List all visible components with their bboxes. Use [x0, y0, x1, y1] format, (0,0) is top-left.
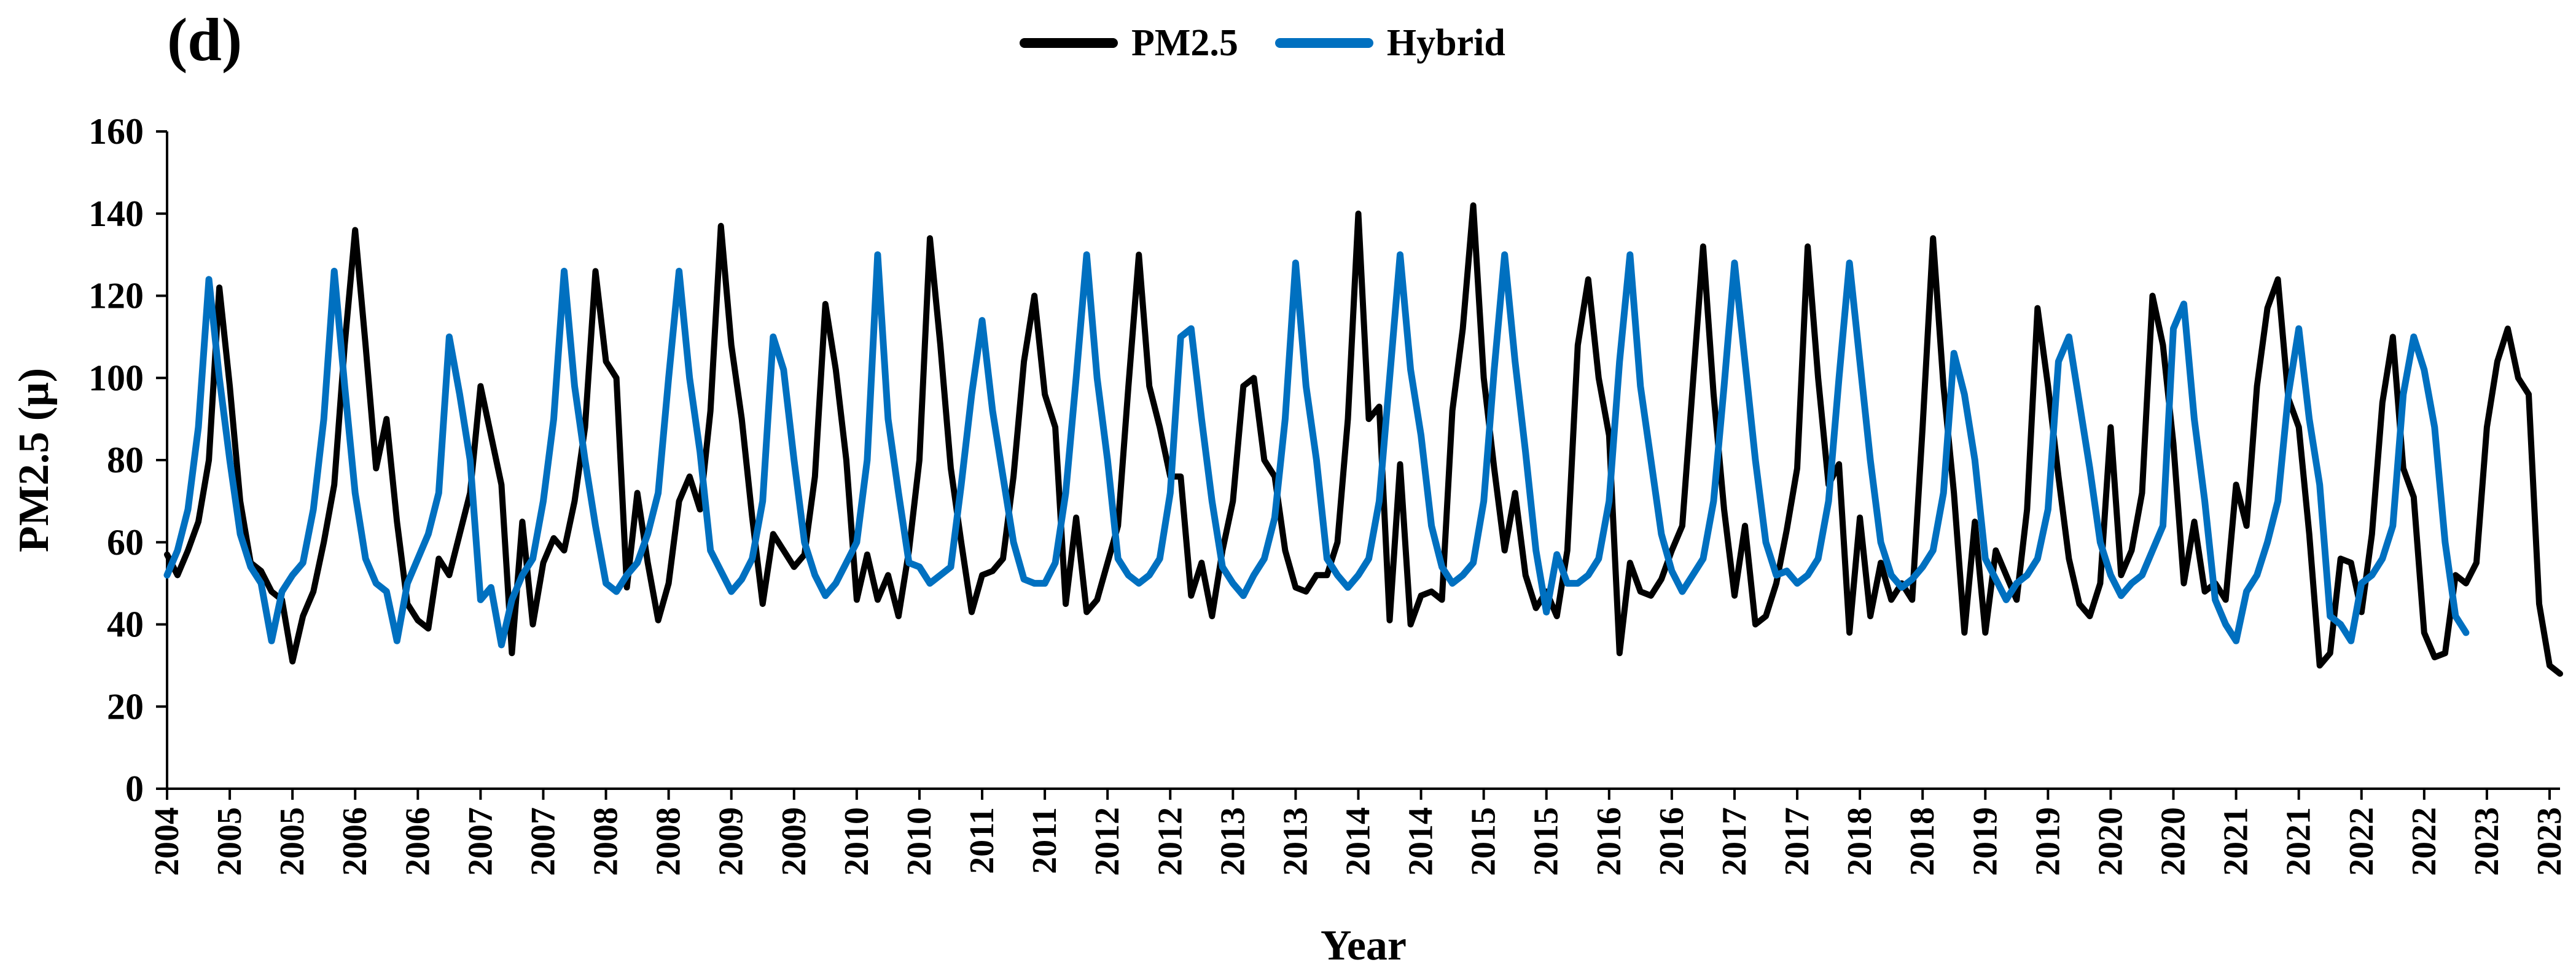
- y-tick-label: 60: [107, 522, 144, 563]
- x-tick-label: 2009: [712, 807, 751, 876]
- x-tick-label: 2020: [2091, 807, 2129, 876]
- y-tick-label: 120: [88, 276, 144, 316]
- y-tick-label: 160: [88, 111, 144, 152]
- legend: PM2.5 Hybrid: [1020, 12, 1505, 74]
- x-tick-label: 2011: [1026, 807, 1064, 874]
- x-tick-label: 2015: [1528, 807, 1566, 876]
- x-tick-label: 2017: [1715, 807, 1754, 876]
- x-tick-label: 2009: [775, 807, 813, 876]
- x-tick-label: 2011: [963, 807, 1001, 874]
- x-tick-label: 2013: [1214, 807, 1252, 876]
- y-tick-label: 140: [88, 193, 144, 234]
- x-axis-title: Year: [1321, 922, 1407, 969]
- y-tick-label: 20: [107, 686, 144, 727]
- x-tick-label: 2006: [399, 807, 437, 876]
- x-tick-label: 2005: [211, 807, 249, 876]
- legend-item-pm25: PM2.5: [1020, 21, 1238, 65]
- x-tick-label: 2015: [1465, 807, 1503, 876]
- y-tick-label: 40: [107, 604, 144, 645]
- x-tick-label: 2004: [148, 807, 186, 876]
- x-tick-label: 2016: [1653, 807, 1691, 876]
- x-tick-label: 2006: [336, 807, 374, 876]
- x-tick-label: 2008: [650, 807, 688, 876]
- legend-swatch-hybrid: [1274, 38, 1373, 48]
- series-layer: [163, 202, 2563, 677]
- x-tick-label: 2020: [2155, 807, 2193, 876]
- x-tick-label: 2023: [2468, 807, 2506, 876]
- panel-label: (d): [167, 6, 243, 74]
- x-tick-label: 2018: [1841, 807, 1879, 876]
- x-tick-label: 2012: [1088, 807, 1126, 876]
- axes: 0 20 40 60 80 100 120 140 160 2004 2005 2005 2006 200…: [88, 111, 2569, 876]
- x-tick-label: 2023: [2531, 807, 2569, 876]
- series-line-hybrid: [163, 251, 2470, 649]
- legend-label-pm25: PM2.5: [1131, 21, 1238, 64]
- x-tick-label: 2019: [2029, 807, 2067, 876]
- x-tick-label: 2019: [1966, 807, 2004, 876]
- x-tick-label: 2014: [1339, 807, 1377, 876]
- series-line-pm25: [164, 202, 2563, 677]
- legend-item-hybrid: Hybrid: [1274, 21, 1505, 65]
- x-tick-label: 2022: [2343, 807, 2381, 876]
- y-axis-title: PM2.5 (μ): [10, 368, 58, 552]
- x-tick-label: 2018: [1903, 807, 1942, 876]
- x-tick-label: 2007: [524, 807, 562, 876]
- legend-label-hybrid: Hybrid: [1386, 21, 1505, 64]
- x-tick-label: 2017: [1778, 807, 1816, 876]
- x-tick-label: 2014: [1402, 807, 1440, 876]
- y-tick-label: 100: [88, 358, 144, 398]
- x-tick-label: 2022: [2405, 807, 2443, 876]
- x-tick-label: 2010: [838, 807, 876, 876]
- y-tick-label: 80: [107, 440, 144, 480]
- x-tick-label: 2005: [273, 807, 311, 876]
- x-tick-label: 2016: [1590, 807, 1628, 876]
- legend-swatch-pm25: [1020, 38, 1118, 48]
- x-tick-label: 2010: [900, 807, 939, 876]
- x-tick-label: 2021: [2217, 807, 2255, 876]
- x-tick-label: 2013: [1276, 807, 1314, 876]
- x-tick-label: 2021: [2280, 807, 2318, 876]
- y-tick-label: 0: [125, 768, 144, 809]
- x-tick-label: 2012: [1151, 807, 1189, 876]
- x-tick-label: 2007: [461, 807, 499, 876]
- x-tick-label: 2008: [587, 807, 625, 876]
